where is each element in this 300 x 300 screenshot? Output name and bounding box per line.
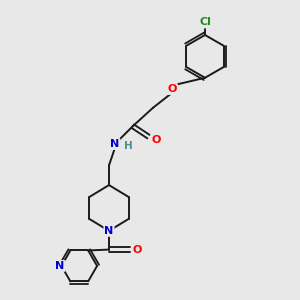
- Text: H: H: [124, 140, 133, 151]
- Text: O: O: [168, 84, 177, 94]
- Text: N: N: [104, 226, 114, 236]
- Text: Cl: Cl: [199, 17, 211, 28]
- Text: O: O: [151, 135, 160, 145]
- Text: N: N: [55, 261, 64, 271]
- Text: N: N: [110, 139, 120, 149]
- Text: O: O: [133, 244, 142, 255]
